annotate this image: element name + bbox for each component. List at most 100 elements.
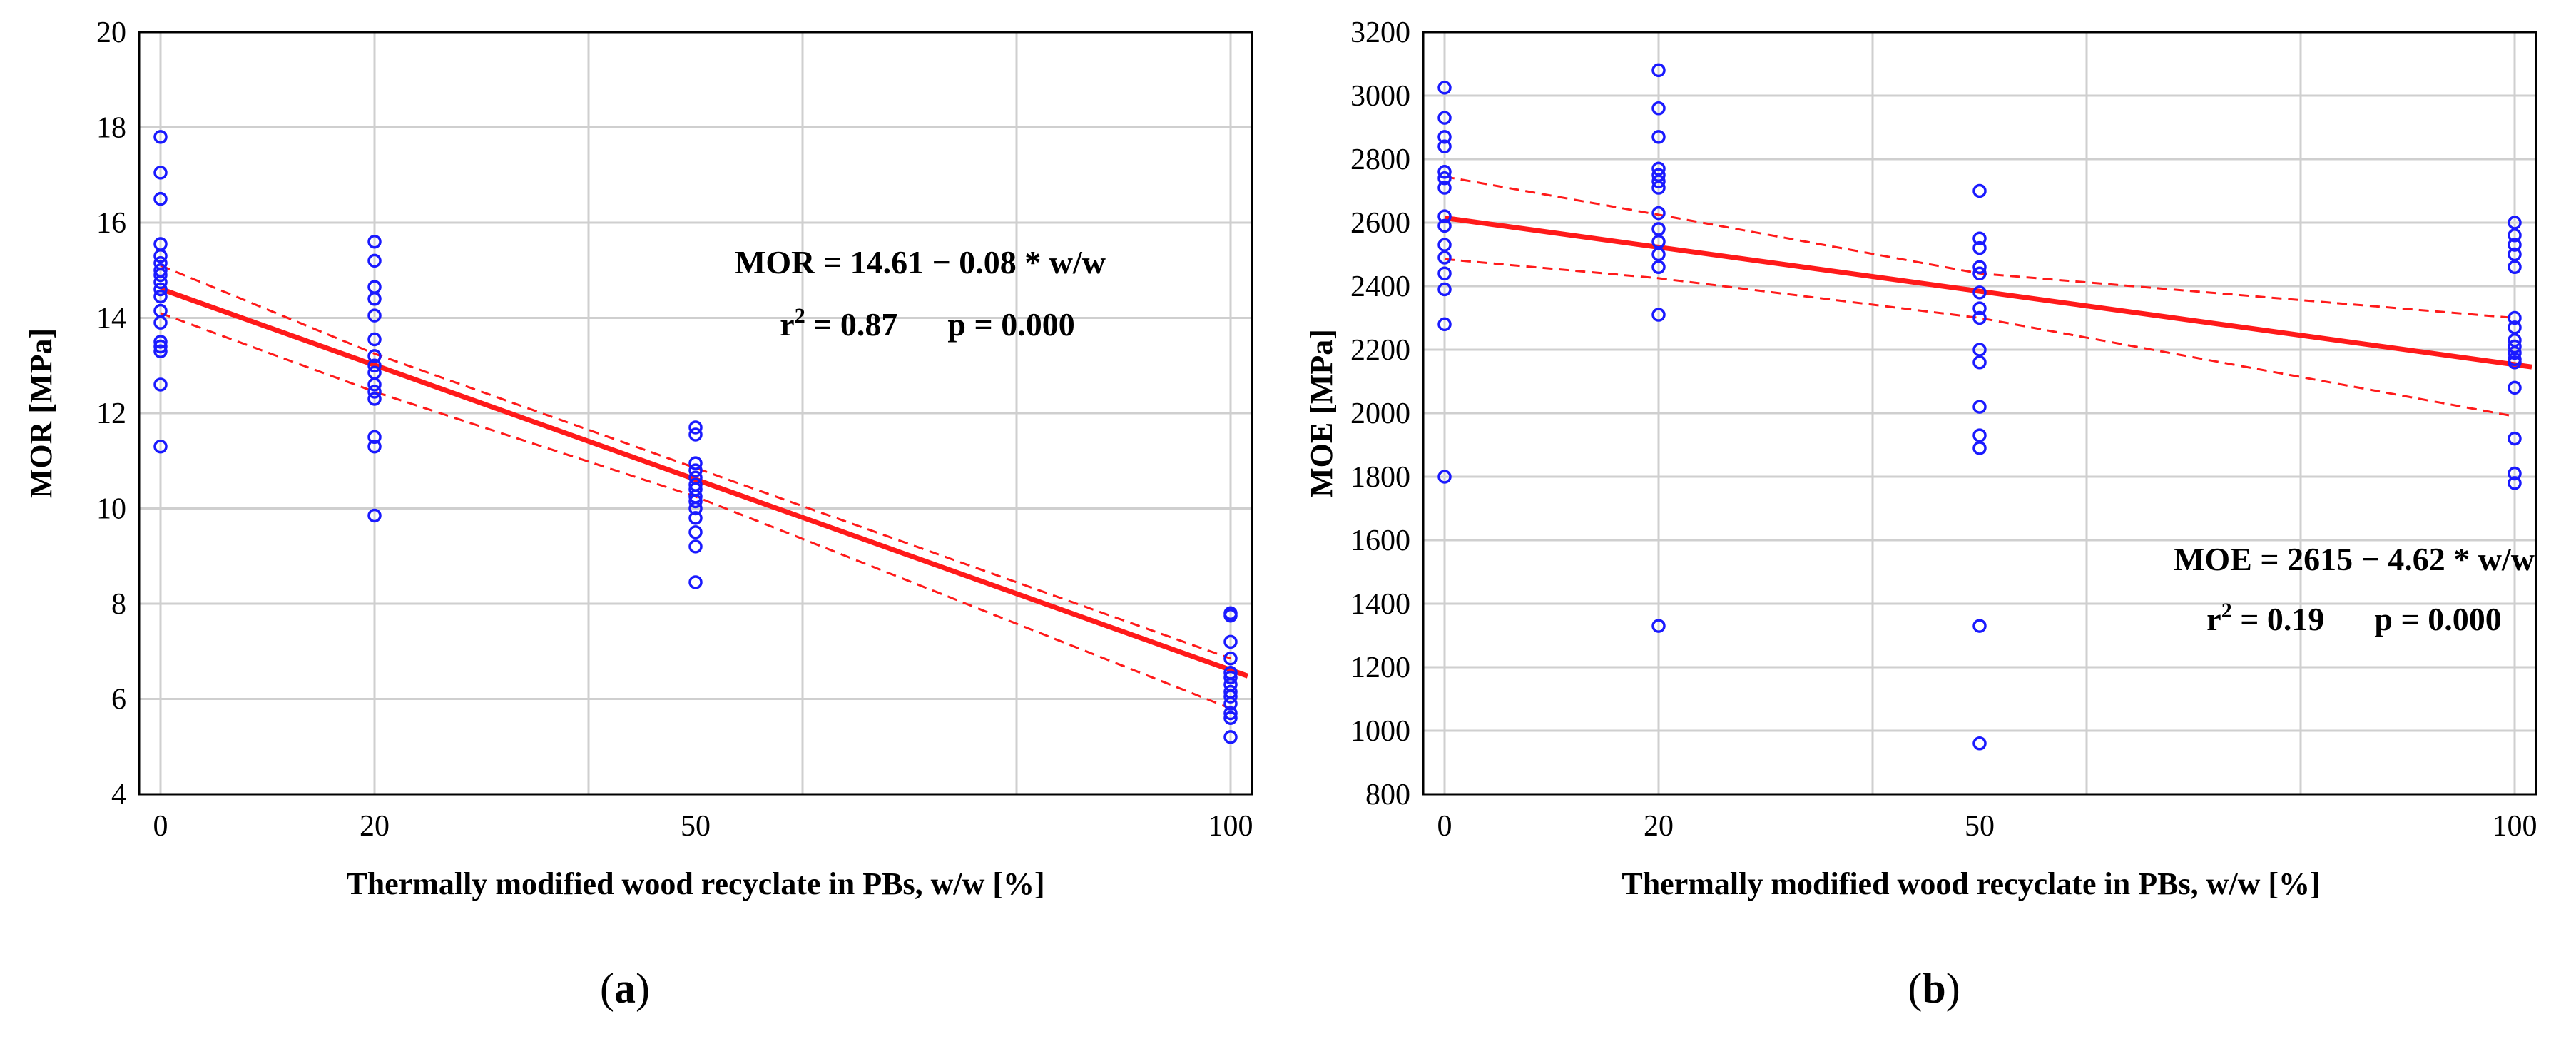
data-point bbox=[153, 268, 168, 283]
data-point bbox=[1972, 266, 1987, 280]
data-point bbox=[1972, 183, 1987, 198]
data-point bbox=[1651, 247, 1666, 262]
data-point bbox=[153, 315, 168, 330]
data-point bbox=[1223, 730, 1238, 744]
data-point bbox=[1651, 63, 1666, 78]
data-point bbox=[2508, 345, 2522, 360]
data-point bbox=[2508, 333, 2522, 348]
chart-panel-b: 800 1000 1200 1400 1600 1800 2000 2200 2400 2600 2… bbox=[1288, 0, 2576, 1039]
data-point bbox=[153, 130, 168, 144]
data-point bbox=[1437, 470, 1452, 484]
ci-lower-line bbox=[1444, 258, 2515, 417]
regression-stats: r2 = 0.19 p = 0.000 bbox=[2206, 599, 2501, 637]
data-point bbox=[1972, 285, 1987, 300]
data-point bbox=[1972, 619, 1987, 633]
data-point bbox=[1437, 181, 1452, 195]
data-point bbox=[1223, 689, 1238, 704]
data-point bbox=[1223, 634, 1238, 649]
y-tick-label: 800 bbox=[1365, 779, 1410, 811]
data-point bbox=[2508, 380, 2522, 395]
data-point bbox=[1651, 619, 1666, 633]
panel-label: (b) bbox=[1908, 965, 1960, 1012]
data-point bbox=[688, 420, 703, 435]
data-point bbox=[688, 511, 703, 525]
plot-marks bbox=[153, 130, 1249, 744]
data-point bbox=[1437, 139, 1452, 153]
data-point bbox=[2508, 320, 2522, 335]
data-point bbox=[688, 456, 703, 470]
y-tick-label: 16 bbox=[96, 207, 126, 240]
data-point bbox=[1223, 670, 1238, 685]
data-point bbox=[367, 377, 382, 392]
x-axis-title: Thermally modified wood recyclate in PBs… bbox=[346, 866, 1044, 901]
data-point bbox=[2508, 238, 2522, 252]
data-point bbox=[1972, 260, 1987, 275]
data-point bbox=[1972, 231, 1987, 245]
data-point bbox=[367, 385, 382, 399]
data-point bbox=[688, 575, 703, 589]
regression-equation: MOR = 14.61 − 0.08 * w/w bbox=[735, 244, 1106, 280]
regression-line bbox=[1444, 215, 2532, 370]
data-point bbox=[153, 191, 168, 206]
data-point bbox=[1651, 130, 1666, 144]
data-point bbox=[1223, 706, 1238, 721]
data-point bbox=[1437, 130, 1452, 144]
plot-frame bbox=[1422, 31, 2537, 796]
y-tick-label: 2600 bbox=[1350, 207, 1410, 240]
y-tick-label: 1200 bbox=[1350, 652, 1410, 684]
ci-lower-line bbox=[160, 312, 1231, 710]
y-tick-label: 1600 bbox=[1350, 524, 1410, 557]
data-point bbox=[1651, 206, 1666, 221]
y-axis-title: MOE [MPa] bbox=[1304, 329, 1339, 497]
x-tick-label: 50 bbox=[681, 810, 711, 843]
data-point bbox=[153, 166, 168, 180]
tick-labels: 8001000120014001600180020002200240026002… bbox=[1350, 16, 2537, 843]
data-point bbox=[1972, 428, 1987, 442]
data-point bbox=[1651, 234, 1666, 249]
data-point bbox=[1437, 238, 1452, 252]
data-point bbox=[688, 494, 703, 509]
x-tick-label: 20 bbox=[360, 810, 390, 843]
chart-panel-a: 4 6 8 10 12 14 16 18 20 0 20 50 100 Thermally modifi… bbox=[24, 16, 1253, 1012]
data-point bbox=[1651, 181, 1666, 195]
x-tick-label: 20 bbox=[1644, 810, 1674, 843]
data-point bbox=[1437, 218, 1452, 233]
tick-labels: 4 6 8 10 12 14 16 18 20 0 20 50 100 bbox=[96, 16, 1253, 843]
grid bbox=[1423, 31, 2536, 796]
data-point bbox=[367, 508, 382, 523]
data-point bbox=[2508, 228, 2522, 243]
data-point bbox=[1972, 301, 1987, 315]
x-tick-label: 100 bbox=[1208, 810, 1253, 843]
plot-marks bbox=[1437, 63, 2532, 751]
data-point bbox=[1972, 355, 1987, 370]
data-point bbox=[688, 501, 703, 516]
data-point bbox=[1972, 343, 1987, 357]
data-point bbox=[1437, 111, 1452, 125]
data-point bbox=[1651, 161, 1666, 176]
data-point bbox=[367, 439, 382, 454]
y-tick-label: 3000 bbox=[1350, 80, 1410, 113]
y-tick-label: 4 bbox=[111, 779, 126, 811]
data-point bbox=[1972, 400, 1987, 414]
data-point bbox=[688, 427, 703, 442]
data-point bbox=[688, 525, 703, 539]
data-point bbox=[1972, 240, 1987, 255]
y-axis-title: MOR [MPa] bbox=[24, 328, 58, 498]
data-point bbox=[153, 248, 168, 263]
data-point bbox=[367, 308, 382, 323]
data-point bbox=[1651, 174, 1666, 188]
ci-upper-line bbox=[1444, 175, 2515, 319]
y-tick-label: 2400 bbox=[1350, 270, 1410, 303]
regression-line bbox=[159, 286, 1249, 679]
data-point bbox=[1437, 171, 1452, 186]
data-point bbox=[2508, 260, 2522, 275]
data-point bbox=[153, 275, 168, 290]
data-point bbox=[367, 253, 382, 268]
data-point bbox=[153, 282, 168, 297]
data-point bbox=[367, 392, 382, 406]
data-point bbox=[1437, 209, 1452, 223]
y-tick-label: 6 bbox=[111, 684, 126, 716]
data-point bbox=[1651, 260, 1666, 275]
data-point bbox=[153, 289, 168, 304]
data-point bbox=[1437, 282, 1452, 297]
